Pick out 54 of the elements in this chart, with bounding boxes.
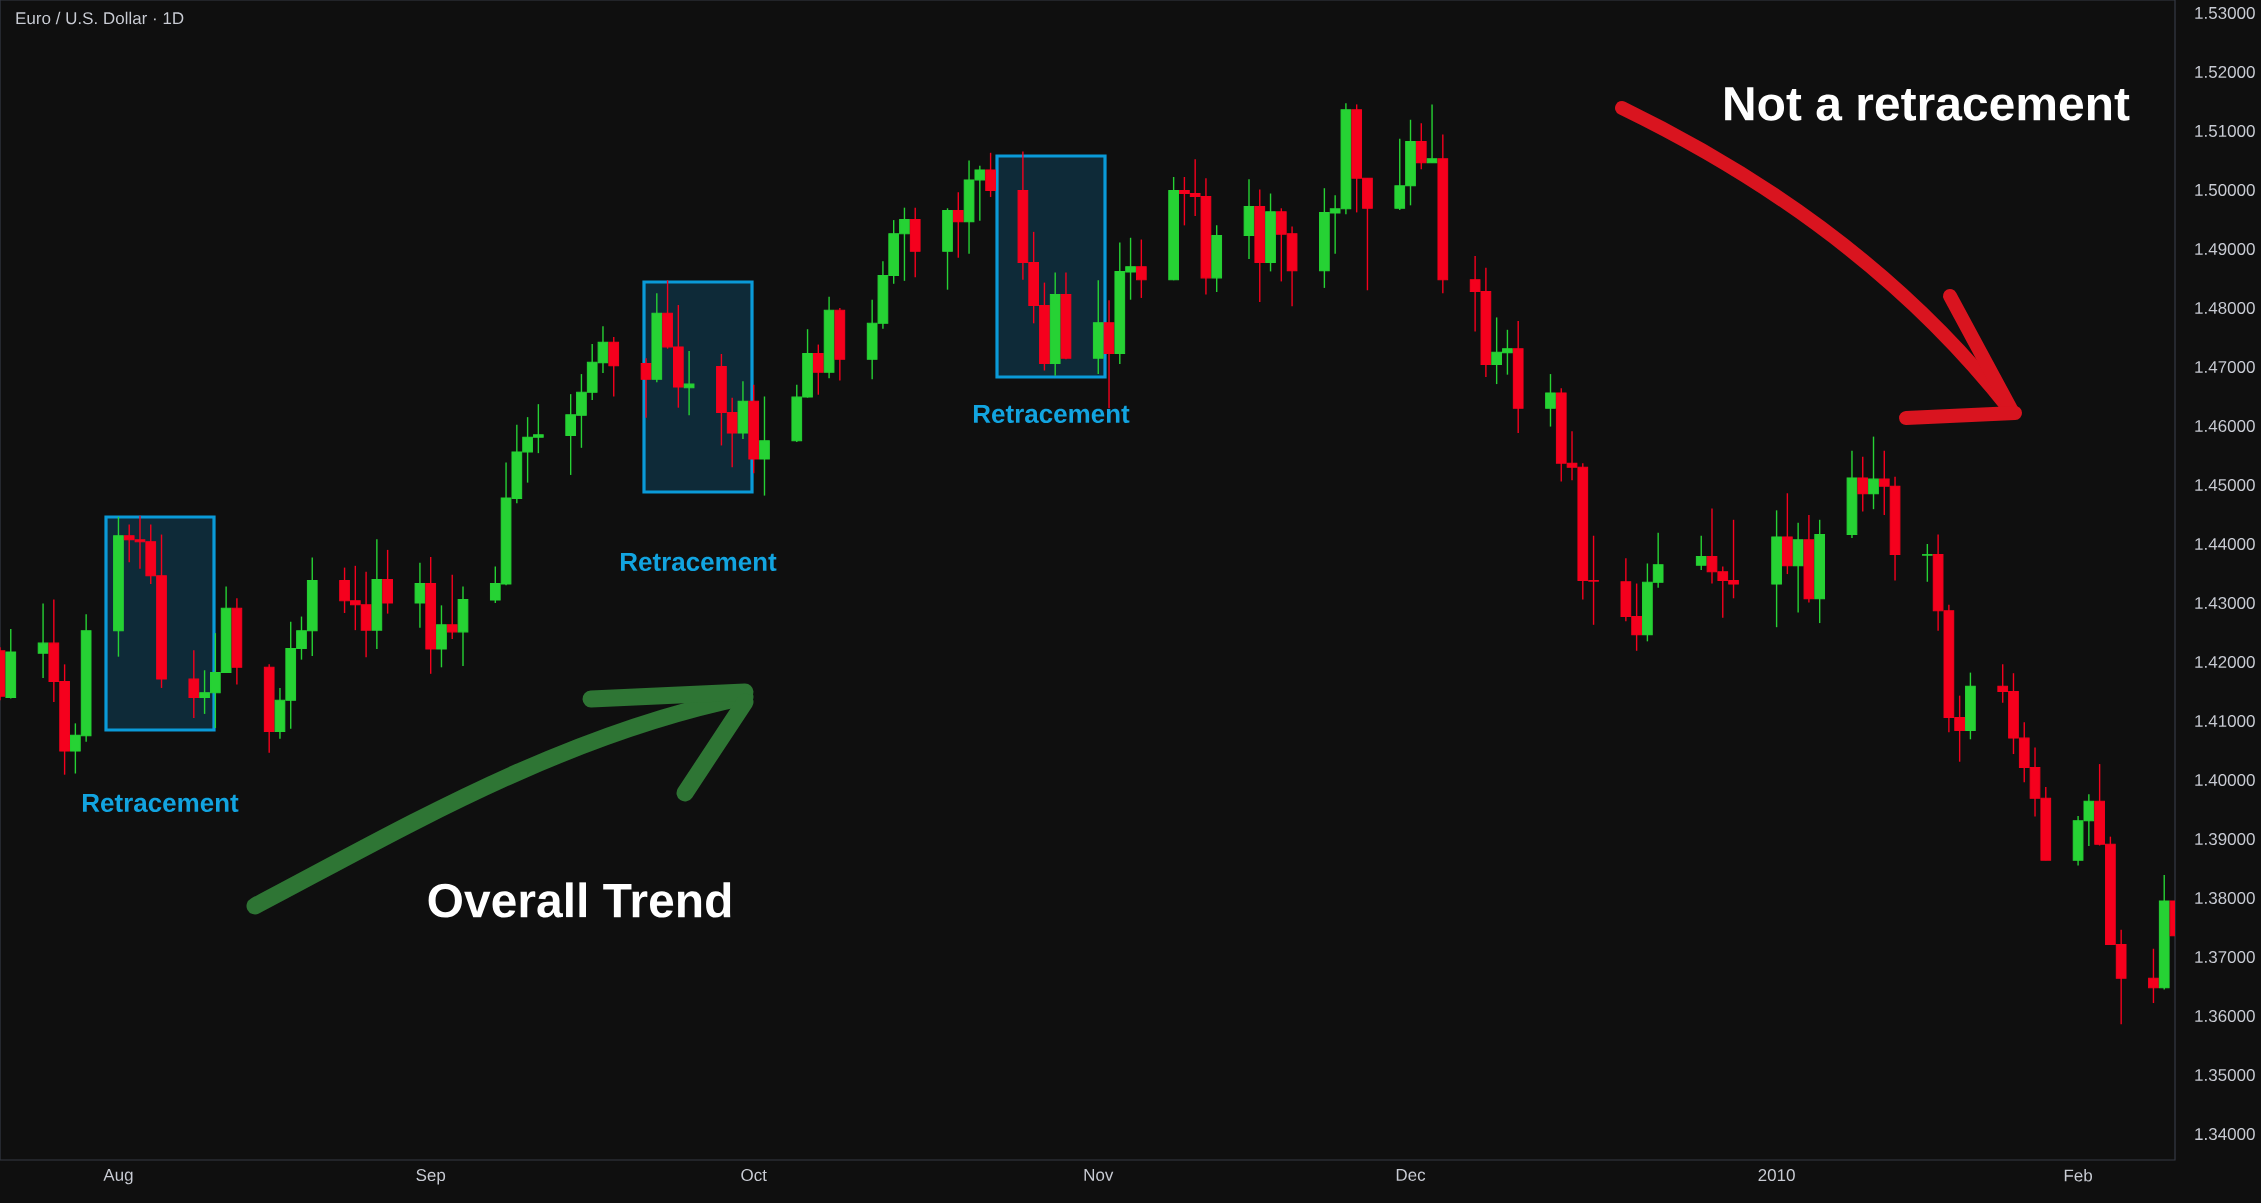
annotation: Overall Trend xyxy=(428,882,731,918)
y-tick-label: 1.52000 xyxy=(2195,65,2255,78)
candlestick xyxy=(640,357,652,419)
candlestick xyxy=(414,562,426,629)
candlestick xyxy=(812,343,824,396)
x-tick-label: Feb xyxy=(2064,1169,2093,1182)
y-tick-label: 1.38000 xyxy=(2195,892,2255,905)
candlestick xyxy=(382,549,393,615)
y-tick-label: 1.43000 xyxy=(2195,596,2255,609)
y-tick-label: 1.50000 xyxy=(2195,183,2255,196)
x-tick-label: Nov xyxy=(1084,1169,1114,1181)
candlestick xyxy=(1857,455,1869,513)
y-tick-label: 1.37000 xyxy=(2195,951,2255,964)
y-tick-label: 1.36000 xyxy=(2195,1010,2255,1023)
text: Euro / U.S. Dollar · 1D xyxy=(16,11,184,25)
y-tick-label: 1.41000 xyxy=(2195,714,2255,728)
annotation: Not a retracement xyxy=(1725,87,2130,121)
y-tick-label: 1.48000 xyxy=(2195,301,2255,314)
candlestick xyxy=(37,602,49,679)
y-tick-label: 1.35000 xyxy=(2195,1069,2255,1082)
x-tick-label: Aug xyxy=(103,1169,133,1185)
x-tick-label: 2010 xyxy=(1758,1169,1795,1182)
candlestick xyxy=(608,336,620,398)
candlestick xyxy=(2148,948,2159,1004)
candlestick xyxy=(1695,535,1707,571)
candlestick xyxy=(446,573,458,640)
y-tick-label: 1.51000 xyxy=(2195,124,2255,137)
x-tick-label: Sep xyxy=(416,1169,446,1185)
candlestick xyxy=(985,152,996,198)
y-tick-label: 1.47000 xyxy=(2195,360,2255,373)
candlestick xyxy=(683,350,695,417)
y-tick-label: 1.39000 xyxy=(2195,833,2255,846)
y-tick-label: 1.53000 xyxy=(2195,6,2255,19)
y-tick-label: 1.46000 xyxy=(2195,419,2255,432)
candlestick xyxy=(1135,238,1147,299)
x-tick-label: Oct xyxy=(741,1169,767,1182)
annotation: Retracement xyxy=(620,552,777,572)
candlestick xyxy=(1922,543,1933,583)
candlestick xyxy=(952,191,964,259)
y-tick-label: 1.44000 xyxy=(2195,537,2255,550)
x-tick-label: Dec xyxy=(1396,1169,1426,1181)
annotation: Retracement xyxy=(973,404,1130,424)
y-tick-label: 1.40000 xyxy=(2195,774,2255,787)
candlestick xyxy=(1426,103,1438,164)
y-tick-label: 1.45000 xyxy=(2195,478,2255,491)
candlestick xyxy=(1868,435,1879,510)
y-tick-label: 1.42000 xyxy=(2195,655,2255,669)
candlestick xyxy=(1415,122,1427,171)
y-tick-label: 1.49000 xyxy=(2195,242,2255,255)
candlestick xyxy=(1545,373,1556,428)
candlestick xyxy=(188,649,200,719)
candlestick xyxy=(759,395,770,497)
annotation: Retracement xyxy=(82,793,239,813)
y-tick-label: 1.34000 xyxy=(2195,1128,2255,1141)
